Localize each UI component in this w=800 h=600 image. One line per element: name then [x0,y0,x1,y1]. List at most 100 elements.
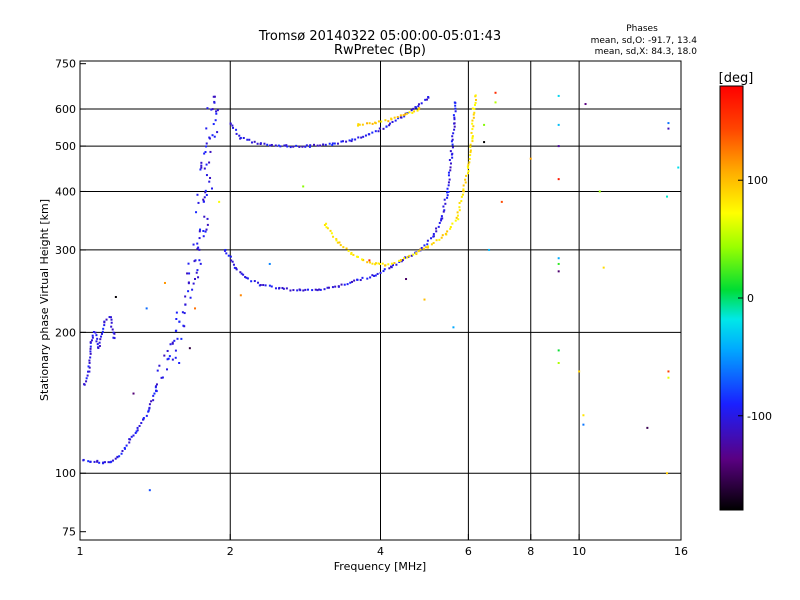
data-point [326,227,329,230]
data-point [385,125,388,128]
data-point [148,407,151,410]
data-point [114,457,117,460]
data-point [469,146,472,149]
data-point [467,166,470,169]
data-point [166,368,169,371]
data-point [250,141,253,144]
data-point [426,243,429,246]
data-point [89,347,92,350]
data-point [602,266,605,269]
data-point [88,361,91,364]
data-point [347,249,350,252]
data-point [96,337,99,340]
data-point [136,429,139,432]
axis-ticks: 1 2 4 6 8 10 16 75 100 200 300 400 500 600 750 [55,58,688,558]
data-point [367,133,370,136]
data-point [374,130,377,133]
data-point [417,103,420,106]
data-point [211,108,214,111]
data-point [286,145,289,148]
data-point [374,263,377,266]
data-point [128,441,131,444]
data-point [215,112,218,115]
data-point [349,281,352,284]
data-point [270,285,273,288]
data-point [391,121,394,124]
data-point [205,145,208,148]
data-point [377,130,380,133]
data-point [110,318,113,321]
data-point [361,276,364,279]
data-point [95,340,98,343]
data-point [348,139,351,142]
data-point [123,447,126,450]
data-point [377,120,380,123]
data-point [427,96,430,99]
data-point [373,274,376,277]
data-point [401,259,404,262]
data-point [384,264,387,267]
data-point [425,246,428,249]
data-point [413,110,416,113]
data-point [208,180,211,183]
data-point [199,228,202,231]
data-point [442,210,445,213]
data-point [253,140,256,143]
data-point [450,140,453,143]
data-point [402,257,405,260]
data-point [471,136,474,139]
data-point [447,190,450,193]
data-point [98,345,101,348]
data-point [471,119,474,122]
data-point [471,128,474,131]
data-point [181,311,184,314]
data-point [371,274,374,277]
data-point [458,201,461,204]
data-point [134,431,137,434]
data-point [264,284,267,287]
data-point [160,376,163,379]
data-point [443,209,446,212]
data-point [454,107,457,110]
data-point [193,260,196,263]
data-point [384,119,387,122]
data-point [194,259,197,262]
data-point [454,104,457,107]
data-point [88,359,91,362]
data-point [238,134,241,137]
data-point [352,253,355,256]
data-point [109,461,112,464]
data-point [212,95,215,98]
data-point [187,290,190,293]
data-point [89,345,92,348]
data-point [345,247,348,250]
data-point [186,272,189,275]
data-point [361,258,364,261]
data-point [229,122,232,125]
data-point [278,287,281,290]
data-point [153,392,156,395]
data-point [343,283,346,286]
data-point [422,247,425,250]
y-tick-label: 750 [55,58,76,71]
chart-title: Tromsø 20140322 05:00:00-05:01:43 [258,29,501,44]
data-point [466,172,469,175]
y-tick-label: 600 [55,103,76,116]
data-point [322,143,325,146]
y-tick-label: 200 [55,326,76,339]
data-point [142,417,145,420]
data-point [446,230,449,233]
data-point [103,461,106,464]
data-point [116,455,119,458]
data-point [152,394,155,397]
data-point [453,125,456,128]
data-point [314,288,317,291]
x-tick-label: 16 [674,545,688,558]
data-point [424,98,427,101]
x-tick-label: 6 [465,545,472,558]
data-point [410,254,413,257]
data-point [415,253,418,256]
grid-lines [80,61,681,540]
data-point [163,354,166,357]
data-point [342,246,345,249]
